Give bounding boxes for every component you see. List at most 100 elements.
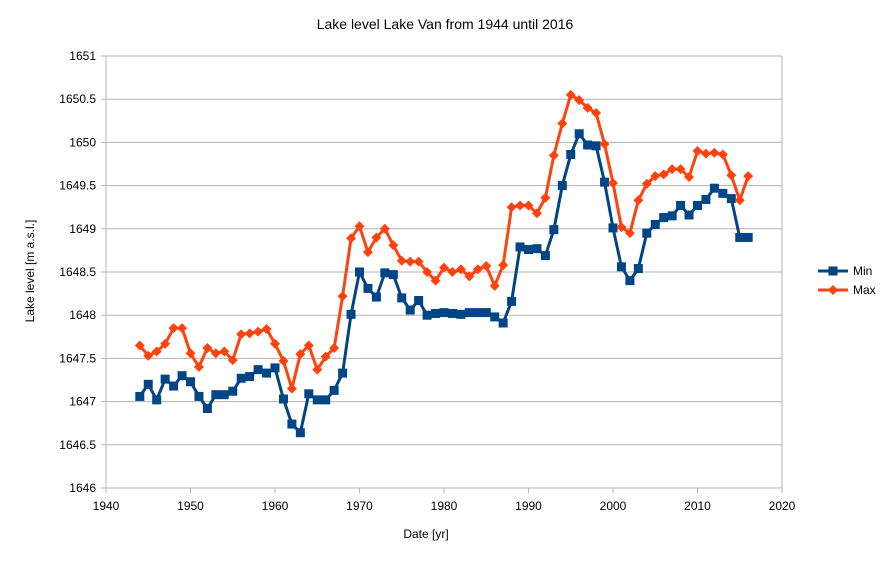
data-point-min (726, 194, 736, 204)
data-point-max (734, 195, 745, 206)
data-point-min (270, 363, 280, 373)
data-point-max (684, 171, 695, 182)
data-point-max (312, 364, 323, 375)
data-point-max (574, 95, 585, 106)
data-point-min (490, 312, 500, 322)
y-tick-label: 1647 (69, 395, 96, 409)
data-point-min (743, 232, 753, 242)
data-point-min (709, 183, 719, 193)
data-point-min (676, 200, 686, 210)
data-point-max (371, 232, 382, 243)
chart-title: Lake level Lake Van from 1944 until 2016 (317, 16, 574, 32)
data-point-max (210, 348, 221, 359)
data-point-max (193, 362, 204, 373)
data-point-min (287, 419, 297, 429)
data-point-min (701, 194, 711, 204)
data-point-min (262, 368, 272, 378)
data-point-max (700, 148, 711, 159)
data-point-max (219, 346, 230, 357)
legend-entry-max: Max (818, 283, 876, 297)
data-point-min (202, 404, 212, 414)
data-point-max (346, 233, 357, 244)
y-tick-label: 1646 (69, 481, 96, 495)
data-point-min (177, 371, 187, 381)
data-point-min (642, 228, 652, 238)
data-point-min (304, 389, 314, 399)
data-point-max (244, 328, 255, 339)
data-point-max (261, 324, 272, 335)
y-tick-label: 1646.5 (59, 438, 96, 452)
data-point-max (472, 264, 483, 275)
data-point-max (270, 338, 280, 349)
data-point-min (532, 244, 542, 254)
data-point-min (397, 293, 407, 303)
data-point-max (286, 383, 297, 394)
data-point-min (228, 386, 238, 396)
data-point-min (135, 391, 145, 401)
data-point-max (185, 348, 196, 359)
x-tick-label: 1940 (93, 499, 120, 513)
data-point-min (346, 309, 356, 319)
y-tick-label: 1648.5 (59, 265, 96, 279)
data-point-max (337, 291, 348, 302)
series-min (135, 129, 753, 438)
data-point-max (168, 323, 179, 334)
data-point-max (540, 192, 551, 203)
data-point-min (549, 225, 559, 235)
axes: 1646 1646.5 1647 1647.5 1648 1648.5 1649 1649.5… (59, 49, 795, 513)
data-point-min (566, 149, 576, 159)
data-point-max (354, 221, 365, 232)
data-point-min (278, 394, 288, 404)
legend: Min Max (818, 264, 876, 297)
data-point-max (692, 146, 703, 157)
data-point-max (439, 262, 449, 273)
data-point-max (405, 256, 416, 267)
data-point-max (447, 267, 458, 277)
data-point-min (312, 395, 322, 405)
data-point-min (321, 395, 331, 405)
data-point-min (186, 377, 195, 387)
data-point-min (236, 373, 246, 383)
data-point-min (414, 296, 424, 306)
x-tick-label: 1980 (431, 499, 458, 513)
data-point-min (608, 223, 618, 233)
data-point-max (633, 195, 644, 206)
data-point-min (388, 270, 398, 280)
data-point-max (134, 340, 145, 351)
data-point-max (658, 169, 669, 180)
data-point-min (295, 428, 305, 438)
data-point-max (396, 255, 407, 266)
data-point-max (151, 346, 162, 357)
data-point-min (245, 372, 255, 382)
y-tick-label: 1649.5 (59, 179, 96, 193)
data-point-min (405, 305, 415, 315)
data-point-min (143, 379, 153, 389)
data-point-min (667, 211, 677, 221)
legend-label-min: Min (853, 264, 872, 278)
data-point-min (557, 181, 567, 191)
data-point-max (295, 349, 306, 360)
data-point-min (591, 141, 601, 151)
data-point-min (684, 210, 694, 220)
data-point-max (227, 355, 238, 366)
data-point-min (152, 395, 162, 405)
data-point-min (481, 308, 491, 318)
data-point-max (624, 228, 635, 239)
data-point-max (430, 275, 441, 286)
data-point-min (371, 292, 381, 302)
data-point-max (320, 351, 331, 362)
data-point-min (735, 232, 745, 242)
data-point-max (650, 171, 661, 182)
data-point-max (498, 260, 509, 271)
data-point-max (160, 338, 171, 349)
data-point-max (531, 208, 542, 219)
data-point-min (355, 267, 364, 277)
data-point-max (278, 355, 289, 366)
data-point-min (659, 213, 669, 223)
data-point-max (481, 260, 492, 271)
data-point-max (464, 271, 475, 282)
y-tick-label: 1650.5 (59, 92, 96, 106)
x-tick-label: 1960 (262, 499, 289, 513)
data-point-max (599, 139, 610, 150)
